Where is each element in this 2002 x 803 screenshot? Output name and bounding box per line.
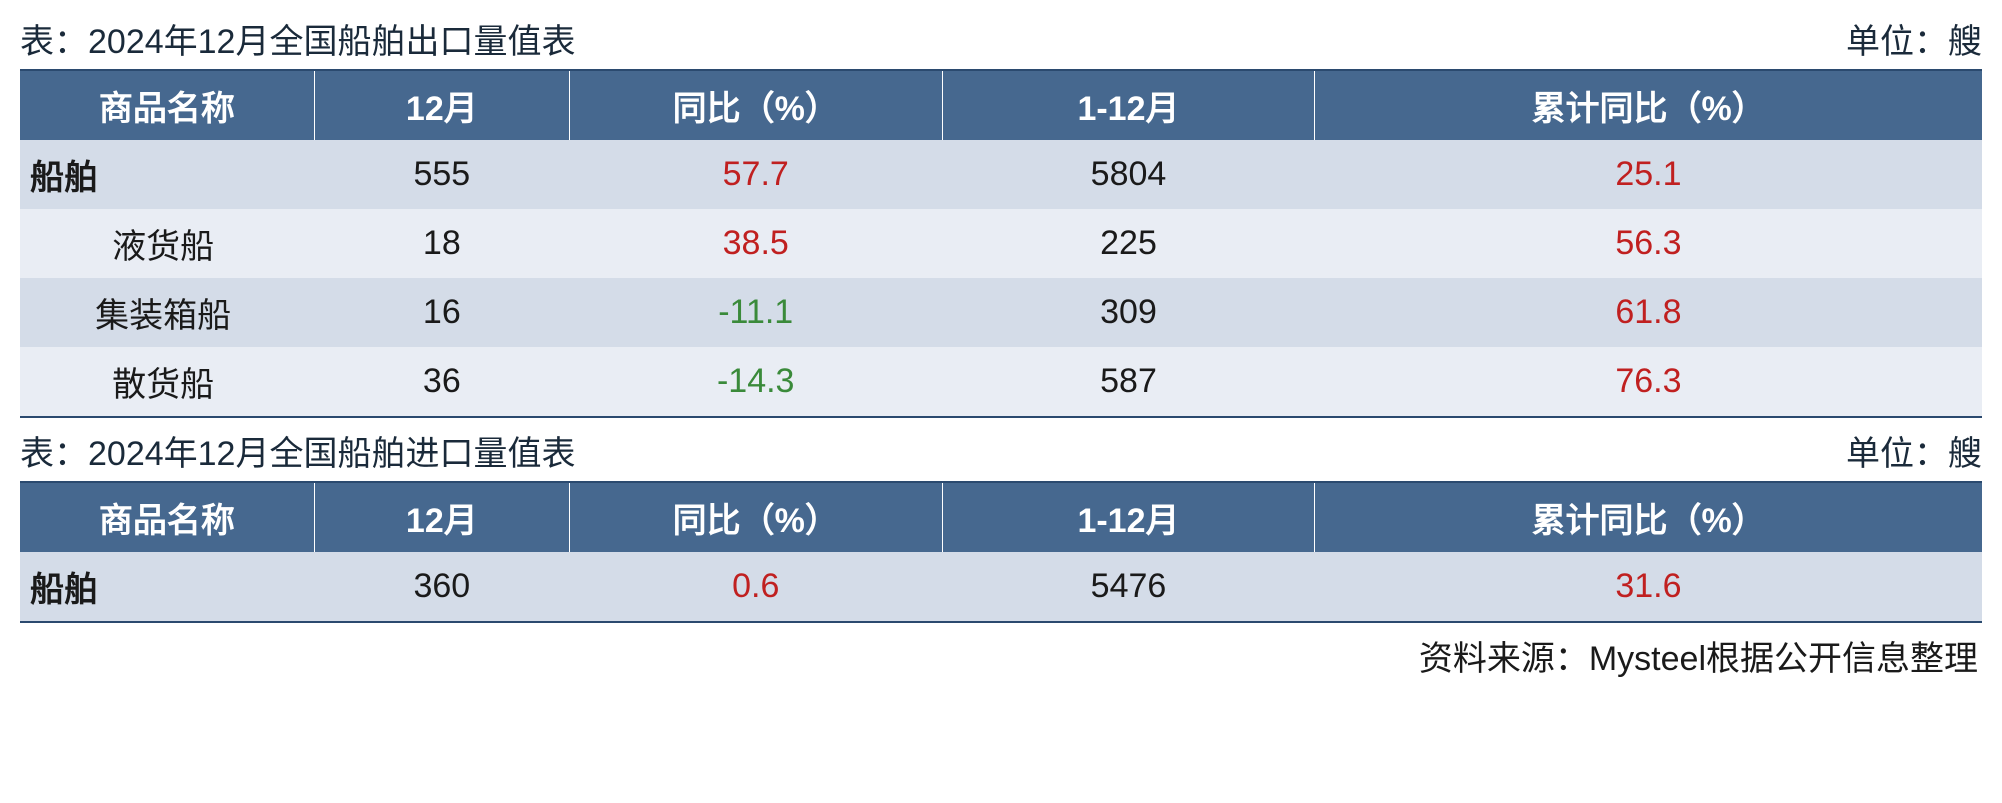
export-title-row: 表：2024年12月全国船舶出口量值表 单位：艘 [20,10,1982,69]
cell-name: 船舶 [20,140,314,209]
table-row: 船舶 555 57.7 5804 25.1 [20,140,1982,209]
table-row: 船舶 360 0.6 5476 31.6 [20,552,1982,622]
cell-ytd: 5804 [942,140,1315,209]
col-header-name: 商品名称 [20,70,314,140]
cell-cyoy: 25.1 [1315,140,1982,209]
col-header-yoy: 同比（%） [569,482,942,552]
col-header-cyoy: 累计同比（%） [1315,482,1982,552]
import-table-title: 表：2024年12月全国船舶进口量值表 [20,426,575,475]
export-table-title: 表：2024年12月全国船舶出口量值表 [20,14,575,63]
export-table: 商品名称 12月 同比（%） 1-12月 累计同比（%） 船舶 555 57.7… [20,69,1982,418]
cell-yoy: 57.7 [569,140,942,209]
table-header-row: 商品名称 12月 同比（%） 1-12月 累计同比（%） [20,70,1982,140]
import-title-row: 表：2024年12月全国船舶进口量值表 单位：艘 [20,422,1982,481]
import-table: 商品名称 12月 同比（%） 1-12月 累计同比（%） 船舶 360 0.6 … [20,481,1982,623]
cell-ytd: 225 [942,209,1315,278]
cell-yoy: 38.5 [569,209,942,278]
table-row: 集装箱船 16 -11.1 309 61.8 [20,278,1982,347]
cell-yoy: -11.1 [569,278,942,347]
cell-month: 36 [314,347,569,417]
cell-yoy: 0.6 [569,552,942,622]
cell-ytd: 309 [942,278,1315,347]
cell-ytd: 5476 [942,552,1315,622]
col-header-month: 12月 [314,70,569,140]
cell-name: 散货船 [20,347,314,417]
col-header-ytd: 1-12月 [942,482,1315,552]
cell-month: 360 [314,552,569,622]
table-header-row: 商品名称 12月 同比（%） 1-12月 累计同比（%） [20,482,1982,552]
col-header-ytd: 1-12月 [942,70,1315,140]
cell-cyoy: 31.6 [1315,552,1982,622]
col-header-month: 12月 [314,482,569,552]
col-header-yoy: 同比（%） [569,70,942,140]
import-table-unit: 单位：艘 [1846,426,1982,475]
cell-cyoy: 76.3 [1315,347,1982,417]
cell-cyoy: 61.8 [1315,278,1982,347]
cell-name: 集装箱船 [20,278,314,347]
cell-yoy: -14.3 [569,347,942,417]
import-table-block: 表：2024年12月全国船舶进口量值表 单位：艘 商品名称 12月 同比（%） … [20,422,1982,623]
export-table-block: 表：2024年12月全国船舶出口量值表 单位：艘 商品名称 12月 同比（%） … [20,10,1982,418]
data-source-note: 资料来源：Mysteel根据公开信息整理 [20,623,1982,680]
cell-month: 555 [314,140,569,209]
col-header-name: 商品名称 [20,482,314,552]
cell-ytd: 587 [942,347,1315,417]
table-row: 液货船 18 38.5 225 56.3 [20,209,1982,278]
col-header-cyoy: 累计同比（%） [1315,70,1982,140]
cell-name: 液货船 [20,209,314,278]
cell-name: 船舶 [20,552,314,622]
cell-cyoy: 56.3 [1315,209,1982,278]
cell-month: 18 [314,209,569,278]
cell-month: 16 [314,278,569,347]
table-row: 散货船 36 -14.3 587 76.3 [20,347,1982,417]
export-table-unit: 单位：艘 [1846,14,1982,63]
